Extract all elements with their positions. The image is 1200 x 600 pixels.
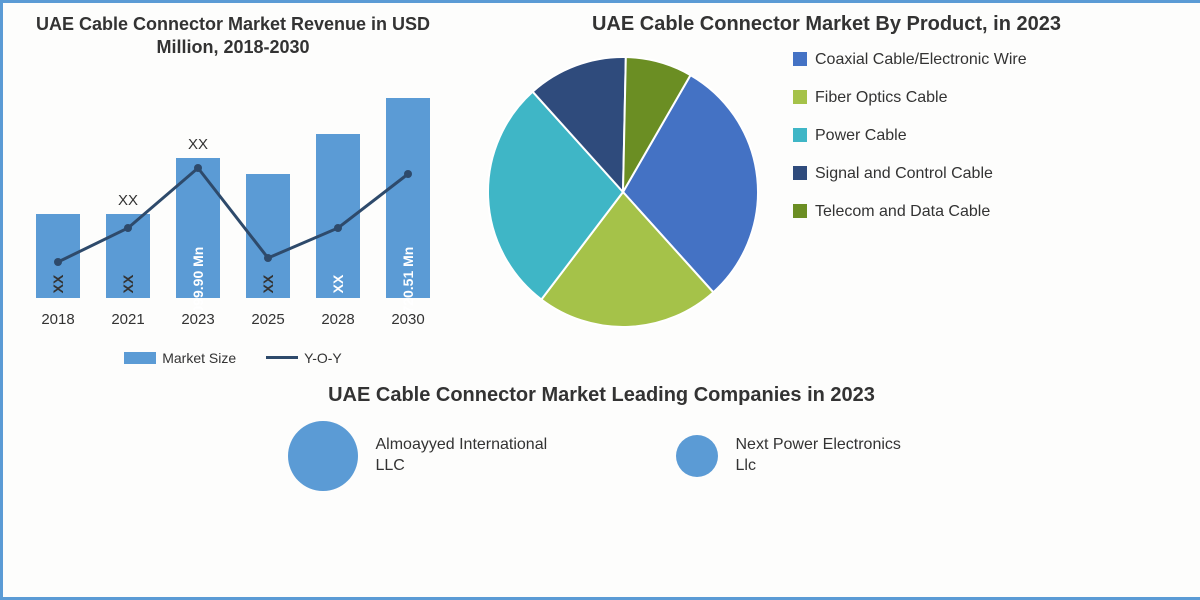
bar: XX1099.90 Mn xyxy=(173,158,223,298)
legend-market-size: Market Size xyxy=(124,350,236,366)
x-axis-label: 2018 xyxy=(33,311,83,328)
bar: XX xyxy=(33,214,83,298)
bar-rect: 1720.51 Mn xyxy=(386,98,430,298)
x-axis-label: 2025 xyxy=(243,311,293,328)
company-name: Next Power Electronics Llc xyxy=(736,435,916,477)
bar-rect: XX1099.90 Mn xyxy=(176,158,220,298)
bar-label-inside: XX xyxy=(120,274,136,293)
bar-label-inside: XX xyxy=(260,274,276,293)
pie-legend-swatch xyxy=(793,128,807,142)
pie-legend-label: Power Cable xyxy=(815,126,907,146)
pie-legend-item: Telecom and Data Cable xyxy=(793,202,1027,222)
legend-line-swatch xyxy=(266,356,298,359)
revenue-bar-chart: UAE Cable Connector Market Revenue in US… xyxy=(23,13,443,366)
product-pie-chart: UAE Cable Connector Market By Product, i… xyxy=(473,13,1180,366)
pie-legend-label: Coaxial Cable/Electronic Wire xyxy=(815,50,1027,70)
bar-rect: XX xyxy=(316,134,360,298)
companies-row: Almoayyed International LLC Next Power El… xyxy=(23,421,1180,491)
pie-legend-item: Power Cable xyxy=(793,126,1027,146)
legend-bar-swatch xyxy=(124,352,156,364)
pie-legend-swatch xyxy=(793,52,807,66)
bar-rect: XX xyxy=(246,174,290,298)
x-axis-label: 2028 xyxy=(313,311,363,328)
bar: XXXX xyxy=(103,214,153,298)
x-axis-label: 2023 xyxy=(173,311,223,328)
company-bubble xyxy=(288,421,358,491)
pie-legend-item: Fiber Optics Cable xyxy=(793,88,1027,108)
pie-legend-label: Telecom and Data Cable xyxy=(815,202,990,222)
bar-rect: XXXX xyxy=(106,214,150,298)
pie-legend: Coaxial Cable/Electronic Wire Fiber Optic… xyxy=(793,42,1027,222)
bar-chart-plot: XXXXXXXX1099.90 MnXXXX1720.51 Mn 2018202… xyxy=(23,68,443,348)
bar: 1720.51 Mn xyxy=(383,98,433,298)
bar-label-inside: XX xyxy=(330,274,346,293)
company-item: Almoayyed International LLC xyxy=(288,421,556,491)
legend-yoy: Y-O-Y xyxy=(266,350,342,366)
bar-label-inside: XX xyxy=(50,274,66,293)
bar-label-above: XX xyxy=(188,136,208,153)
bar-chart-title: UAE Cable Connector Market Revenue in US… xyxy=(23,13,443,60)
pie-legend-label: Fiber Optics Cable xyxy=(815,88,948,108)
pie-legend-label: Signal and Control Cable xyxy=(815,164,993,184)
company-bubble xyxy=(676,435,718,477)
bar-chart-legend: Market Size Y-O-Y xyxy=(23,350,443,366)
pie-legend-swatch xyxy=(793,166,807,180)
x-axis-label: 2030 xyxy=(383,311,433,328)
x-axis-label: 2021 xyxy=(103,311,153,328)
pie-chart-title: UAE Cable Connector Market By Product, i… xyxy=(473,13,1180,36)
pie-legend-swatch xyxy=(793,90,807,104)
legend-bar-label: Market Size xyxy=(162,350,236,366)
bar: XX xyxy=(243,174,293,298)
companies-title: UAE Cable Connector Market Leading Compa… xyxy=(23,384,1180,407)
company-name: Almoayyed International LLC xyxy=(376,435,556,477)
bar-rect: XX xyxy=(36,214,80,298)
bar-label-above: XX xyxy=(118,192,138,209)
legend-line-label: Y-O-Y xyxy=(304,350,342,366)
company-item: Next Power Electronics Llc xyxy=(676,435,916,477)
pie-plot xyxy=(473,42,783,342)
bar: XX xyxy=(313,134,363,298)
pie-legend-item: Signal and Control Cable xyxy=(793,164,1027,184)
pie-legend-swatch xyxy=(793,204,807,218)
pie-legend-item: Coaxial Cable/Electronic Wire xyxy=(793,50,1027,70)
